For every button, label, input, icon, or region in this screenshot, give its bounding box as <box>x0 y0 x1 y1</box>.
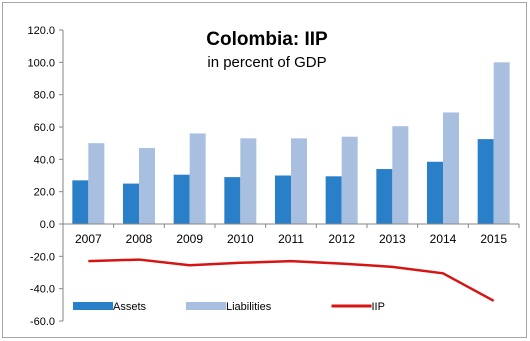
bar-liabilities-2010 <box>240 138 257 224</box>
bar-liabilities-2014 <box>443 112 459 224</box>
y-tick-label: 40.0 <box>34 154 55 166</box>
y-tick-label: 0.0 <box>40 219 55 231</box>
line-iip <box>88 258 495 302</box>
chart-title: Colombia: IIP <box>206 29 328 50</box>
bar-assets-2013 <box>376 169 393 224</box>
chart-frame: -60.0 -40.0 -20.0 0.0 20.0 40.0 60.0 80.0 100.0 1… <box>2 2 527 338</box>
y-tick-label: 120.0 <box>27 25 55 37</box>
bar-liabilities-2008 <box>139 148 155 224</box>
x-tick-label-2015: 2015 <box>480 232 507 246</box>
x-tick-label-2007: 2007 <box>75 232 102 246</box>
bars-layer <box>72 62 510 225</box>
bar-liabilities-2012 <box>341 136 358 224</box>
legend-label-liabilities: Liabilities <box>226 301 272 313</box>
axes <box>62 30 519 321</box>
y-tick-label: -60.0 <box>30 316 55 328</box>
y-tick-label: -40.0 <box>30 284 55 296</box>
legend-label-iip: IIP <box>372 301 385 313</box>
iip-line-layer <box>88 258 495 302</box>
y-tick-label: 100.0 <box>27 57 55 69</box>
bar-assets-2008 <box>123 183 139 224</box>
x-tick-label-2011: 2011 <box>278 232 304 246</box>
bar-liabilities-2015 <box>493 62 510 225</box>
legend: Assets Liabilities IIP <box>73 301 385 313</box>
legend-label-assets: Assets <box>113 301 147 313</box>
bar-liabilities-2011 <box>291 138 307 224</box>
y-tick-label: 60.0 <box>34 122 55 134</box>
x-tick-label-2008: 2008 <box>126 232 153 246</box>
bar-liabilities-2007 <box>88 143 105 224</box>
bar-assets-2010 <box>224 177 241 224</box>
bar-assets-2007 <box>72 180 89 224</box>
y-tick-label: 80.0 <box>34 90 55 102</box>
x-tick-label-2010: 2010 <box>227 232 254 246</box>
bar-assets-2011 <box>275 175 291 224</box>
x-tick-label-2012: 2012 <box>328 232 355 246</box>
iip-chart: -60.0 -40.0 -20.0 0.0 20.0 40.0 60.0 80.0 100.0 1… <box>27 25 520 328</box>
bar-liabilities-2013 <box>392 126 409 224</box>
y-tick-labels: -60.0 -40.0 -20.0 0.0 20.0 40.0 60.0 80.0 100.0 1… <box>27 25 63 328</box>
y-tick-label: -20.0 <box>30 251 55 263</box>
y-tick-label: 20.0 <box>34 187 55 199</box>
legend-swatch-assets <box>73 302 113 310</box>
x-tick-label-2013: 2013 <box>379 232 406 246</box>
bar-assets-2014 <box>427 161 443 224</box>
bar-liabilities-2009 <box>189 133 206 224</box>
legend-swatch-liabilities <box>186 302 226 310</box>
chart-subtitle: in percent of GDP <box>207 54 326 71</box>
x-tick-label-2009: 2009 <box>176 232 203 246</box>
bar-assets-2009 <box>173 174 190 224</box>
bar-assets-2015 <box>477 139 494 224</box>
bar-assets-2012 <box>325 176 342 224</box>
x-category-labels: 2007 2008 2009 2010 2011 2012 2013 2014 2015 <box>62 224 520 246</box>
x-tick-label-2014: 2014 <box>430 232 457 246</box>
